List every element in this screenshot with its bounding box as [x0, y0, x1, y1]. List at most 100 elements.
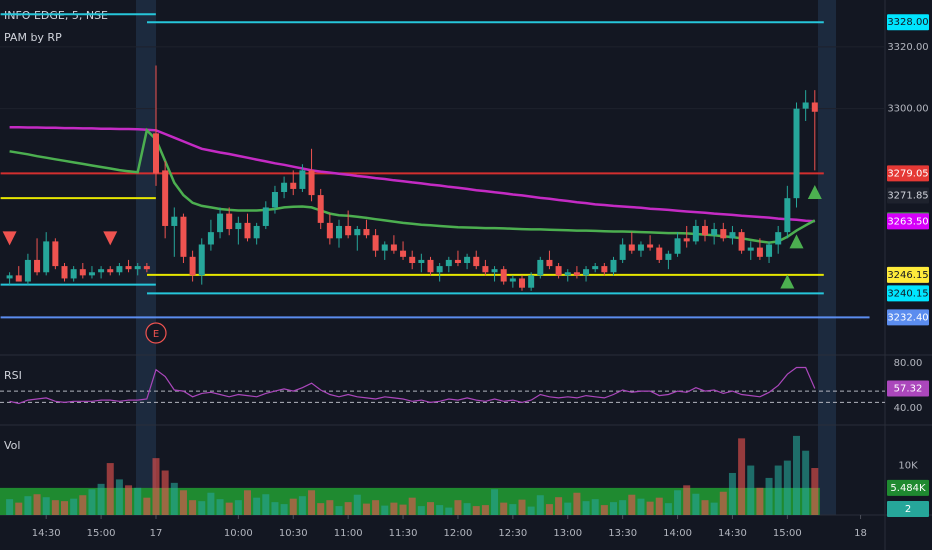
candle-body: [766, 244, 773, 257]
volume-bar: [399, 504, 407, 515]
volume-bar: [527, 506, 535, 515]
rsi-line: [9, 366, 816, 405]
candle-body: [637, 244, 644, 251]
candle-body: [207, 232, 214, 245]
candle-body: [418, 259, 425, 264]
candle-body: [573, 272, 580, 276]
candle-body: [372, 235, 379, 251]
candle-body: [34, 259, 41, 273]
volume-bar: [646, 501, 654, 515]
x-tick-label: 13:30: [608, 528, 637, 539]
volume-bar: [427, 502, 434, 515]
volume-bar: [134, 487, 142, 515]
volume-bar: [811, 468, 819, 515]
volume-bar: [674, 490, 682, 515]
volume-bar: [24, 496, 32, 515]
volume-bar: [509, 504, 517, 515]
candle-body: [198, 244, 205, 276]
volume-bar: [545, 504, 553, 515]
x-tick-label: 10:00: [224, 528, 253, 539]
x-tick-label: 11:30: [389, 528, 418, 539]
event-label: E: [153, 329, 159, 340]
x-tick-label: 17: [150, 528, 163, 539]
session-break: [818, 0, 836, 515]
volume-ma-label-box: [887, 479, 929, 496]
volume-bar: [628, 494, 636, 515]
volume-bar: [225, 502, 233, 515]
volume-bar: [88, 489, 96, 515]
candle-body: [619, 244, 626, 260]
candle-body: [317, 195, 324, 223]
indicator-title: PAM by RP: [4, 31, 62, 44]
moving-average: [9, 125, 815, 223]
price-label: 3240.15: [887, 288, 928, 299]
candle-body: [482, 266, 489, 273]
volume-bar: [610, 502, 617, 515]
price-label-box: [887, 213, 929, 230]
volume-ma-label: 5.484K: [890, 483, 926, 494]
candle-body: [153, 133, 159, 174]
candle-body: [537, 259, 544, 276]
volume-bar: [207, 492, 215, 515]
candle-body: [189, 256, 196, 276]
volume-bar: [308, 490, 316, 515]
candle-body: [24, 259, 31, 282]
price-label-box: [887, 309, 929, 326]
candle-body: [281, 182, 288, 193]
volume-bar: [637, 498, 645, 515]
y-tick-label: 3300.00: [887, 104, 928, 115]
volume-bar: [143, 497, 151, 515]
volume-bar: [198, 501, 206, 515]
volume-bar: [125, 485, 133, 515]
volume-bar: [555, 497, 563, 515]
candle-body: [491, 269, 498, 273]
candle-body: [180, 216, 187, 257]
volume-bar: [719, 491, 727, 515]
candle-body: [784, 198, 791, 233]
candle-body: [592, 266, 599, 270]
candle-body: [79, 269, 86, 276]
volume-bar: [600, 505, 608, 515]
volume-bar: [70, 498, 78, 515]
pane-title: RSI: [4, 369, 22, 382]
candle-body: [564, 272, 571, 276]
price-label-box: [887, 285, 929, 302]
volume-bar: [436, 505, 444, 515]
candle-body: [473, 256, 480, 267]
volume-bar: [179, 490, 187, 515]
candle-body: [143, 266, 150, 270]
volume-bar: [783, 460, 791, 515]
volume-bar: [244, 490, 251, 515]
signal-marker: [789, 234, 804, 249]
candle-body: [509, 278, 516, 282]
volume-bar: [362, 503, 370, 515]
candle-body: [15, 275, 22, 282]
candle-body: [400, 250, 407, 257]
candle-body: [61, 266, 68, 279]
candle-body: [162, 170, 169, 226]
x-tick-label: 18: [854, 528, 867, 539]
volume-bar: [161, 470, 169, 515]
volume-bar: [747, 465, 755, 515]
candle-body: [345, 225, 352, 236]
candle-body: [546, 259, 553, 267]
volume-bar: [500, 502, 508, 515]
volume-bar: [372, 500, 380, 515]
candle-body: [43, 241, 50, 273]
volume-bar: [765, 477, 773, 515]
y-tick-label: 10K: [898, 461, 918, 472]
candle-body: [601, 266, 608, 273]
volume-bar: [390, 502, 398, 515]
candle-body: [583, 269, 590, 276]
candle-body: [793, 108, 800, 199]
volume-bar: [481, 505, 489, 515]
candle-body: [6, 275, 13, 279]
candle-body: [217, 213, 224, 233]
x-tick-label: 15:00: [87, 528, 116, 539]
volume-bar: [491, 489, 499, 515]
candle-body: [326, 222, 333, 239]
volume-bar: [33, 494, 41, 515]
candle-body: [811, 102, 818, 112]
volume-bar: [802, 450, 810, 515]
